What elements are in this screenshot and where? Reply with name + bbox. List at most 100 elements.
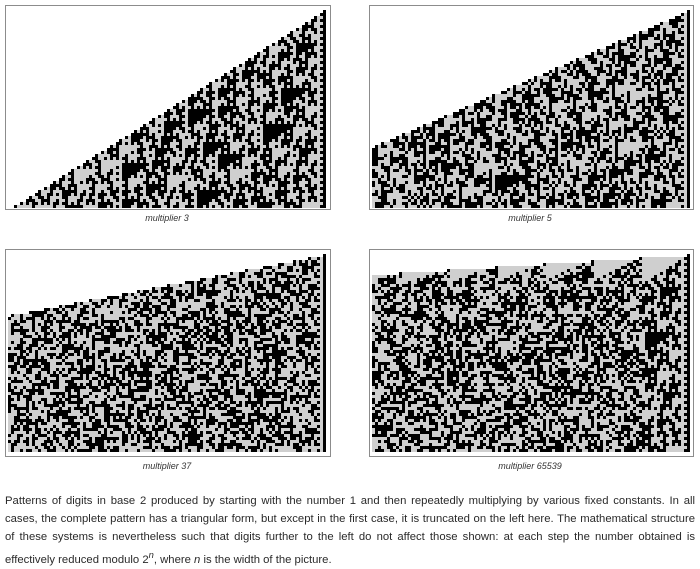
digit-row-background — [591, 260, 690, 263]
digit-row-background — [372, 344, 690, 347]
digit-grid-multiplier-3 — [14, 10, 326, 208]
digit-row-background — [35, 193, 326, 196]
digit-row-background — [372, 311, 690, 314]
digit-row-background — [618, 40, 690, 43]
digit-row-background — [77, 166, 326, 169]
digit-row-background — [59, 178, 326, 181]
pattern-multiplier-5 — [369, 5, 694, 210]
digit-row-background — [372, 431, 690, 434]
digit-row-background — [167, 284, 326, 287]
digit-row-background — [8, 341, 326, 344]
digit-row-background — [263, 266, 326, 269]
digit-row-background — [8, 356, 326, 359]
pattern-multiplier-3 — [5, 5, 331, 210]
digit-row-background — [290, 31, 326, 34]
digit-row-background — [396, 136, 690, 139]
figure-caption-4: multiplier 65539 — [498, 461, 562, 471]
pattern-multiplier-65539 — [369, 249, 694, 457]
digit-row-background — [495, 266, 690, 269]
description-text: Patterns of digits in base 2 produced by… — [5, 495, 695, 566]
digit-one-cells — [372, 254, 690, 452]
digit-row-background — [305, 22, 326, 25]
digit-row-background — [287, 34, 326, 37]
digit-row-background — [92, 157, 326, 160]
figure-caption-3: multiplier 37 — [142, 461, 192, 471]
digit-row-background — [375, 145, 690, 148]
digit-row-background — [372, 196, 690, 199]
digit-row-background — [11, 314, 326, 317]
digit-row-background — [372, 320, 690, 323]
digit-row-background — [8, 401, 326, 404]
digit-row-background — [26, 199, 326, 202]
description-text-3: is the width of the picture. — [200, 553, 332, 566]
digit-row-background — [399, 272, 690, 275]
digit-row-background — [263, 49, 326, 52]
digit-row-background — [585, 55, 690, 58]
digit-row-background — [648, 28, 690, 31]
digit-grid-multiplier-37 — [8, 254, 326, 452]
digit-grid-multiplier-65539 — [372, 254, 690, 452]
digit-row-background — [215, 275, 326, 278]
digit-row-background — [53, 181, 326, 184]
figure-caption-1: multiplier 3 — [145, 213, 189, 223]
digit-row-background — [8, 413, 326, 416]
digit-row-background — [107, 296, 326, 299]
digit-row-background — [245, 61, 326, 64]
digit-row-background — [372, 329, 690, 332]
digit-row-background — [513, 85, 690, 88]
digit-row-background — [639, 257, 690, 260]
description-text-2: , where — [153, 553, 195, 566]
digit-row-background — [372, 290, 690, 293]
digit-row-background — [185, 281, 326, 284]
digit-row-background — [8, 392, 326, 395]
digit-row-background — [432, 121, 690, 124]
digit-row-background — [576, 58, 690, 61]
power-exponent: n — [148, 549, 154, 560]
digit-row-background — [74, 302, 326, 305]
digit-row-background — [221, 76, 326, 79]
digit-row-background — [372, 148, 690, 151]
digit-row-background — [20, 202, 326, 205]
digit-row-background — [8, 440, 326, 443]
digit-row-background — [372, 419, 690, 422]
power-base: 2 — [142, 553, 149, 566]
digit-row-background — [197, 91, 326, 94]
digit-one-cells — [14, 10, 326, 208]
digit-row-background — [372, 296, 690, 299]
digit-one-cells — [8, 254, 326, 452]
digit-row-background — [293, 260, 326, 263]
digit-row-background — [29, 311, 326, 314]
digit-one-cells — [372, 10, 690, 208]
digit-row-background — [59, 305, 326, 308]
digit-row-background — [633, 34, 690, 37]
digit-row-background — [372, 380, 690, 383]
digit-row-background — [311, 19, 326, 22]
digit-row-background — [507, 88, 690, 91]
digit-row-background — [372, 389, 690, 392]
n-symbol: n — [194, 553, 201, 566]
digit-row-background — [8, 350, 326, 353]
digit-row-background — [612, 43, 690, 46]
digit-row-background — [372, 302, 690, 305]
digit-row-background — [8, 443, 326, 446]
digit-row-background — [89, 299, 326, 302]
digit-row-background — [152, 118, 326, 121]
digit-grid-multiplier-5 — [372, 10, 690, 208]
digit-row-background — [465, 106, 690, 109]
digit-row-background — [591, 52, 690, 55]
digit-row-background — [134, 130, 326, 133]
digit-row-background — [230, 70, 326, 73]
digit-row-background — [224, 73, 326, 76]
digit-row-background — [681, 13, 690, 16]
digit-row-background — [122, 293, 326, 296]
digit-row-background — [239, 64, 326, 67]
digit-row-background — [417, 127, 690, 130]
digit-row-background — [314, 16, 326, 19]
digit-row-background — [438, 118, 690, 121]
digit-row-background — [200, 88, 326, 91]
digit-row-background — [372, 449, 690, 452]
digit-row-background — [191, 94, 326, 97]
digit-row-background — [119, 139, 326, 142]
digit-row-background — [675, 16, 690, 19]
digit-row-background — [245, 269, 326, 272]
